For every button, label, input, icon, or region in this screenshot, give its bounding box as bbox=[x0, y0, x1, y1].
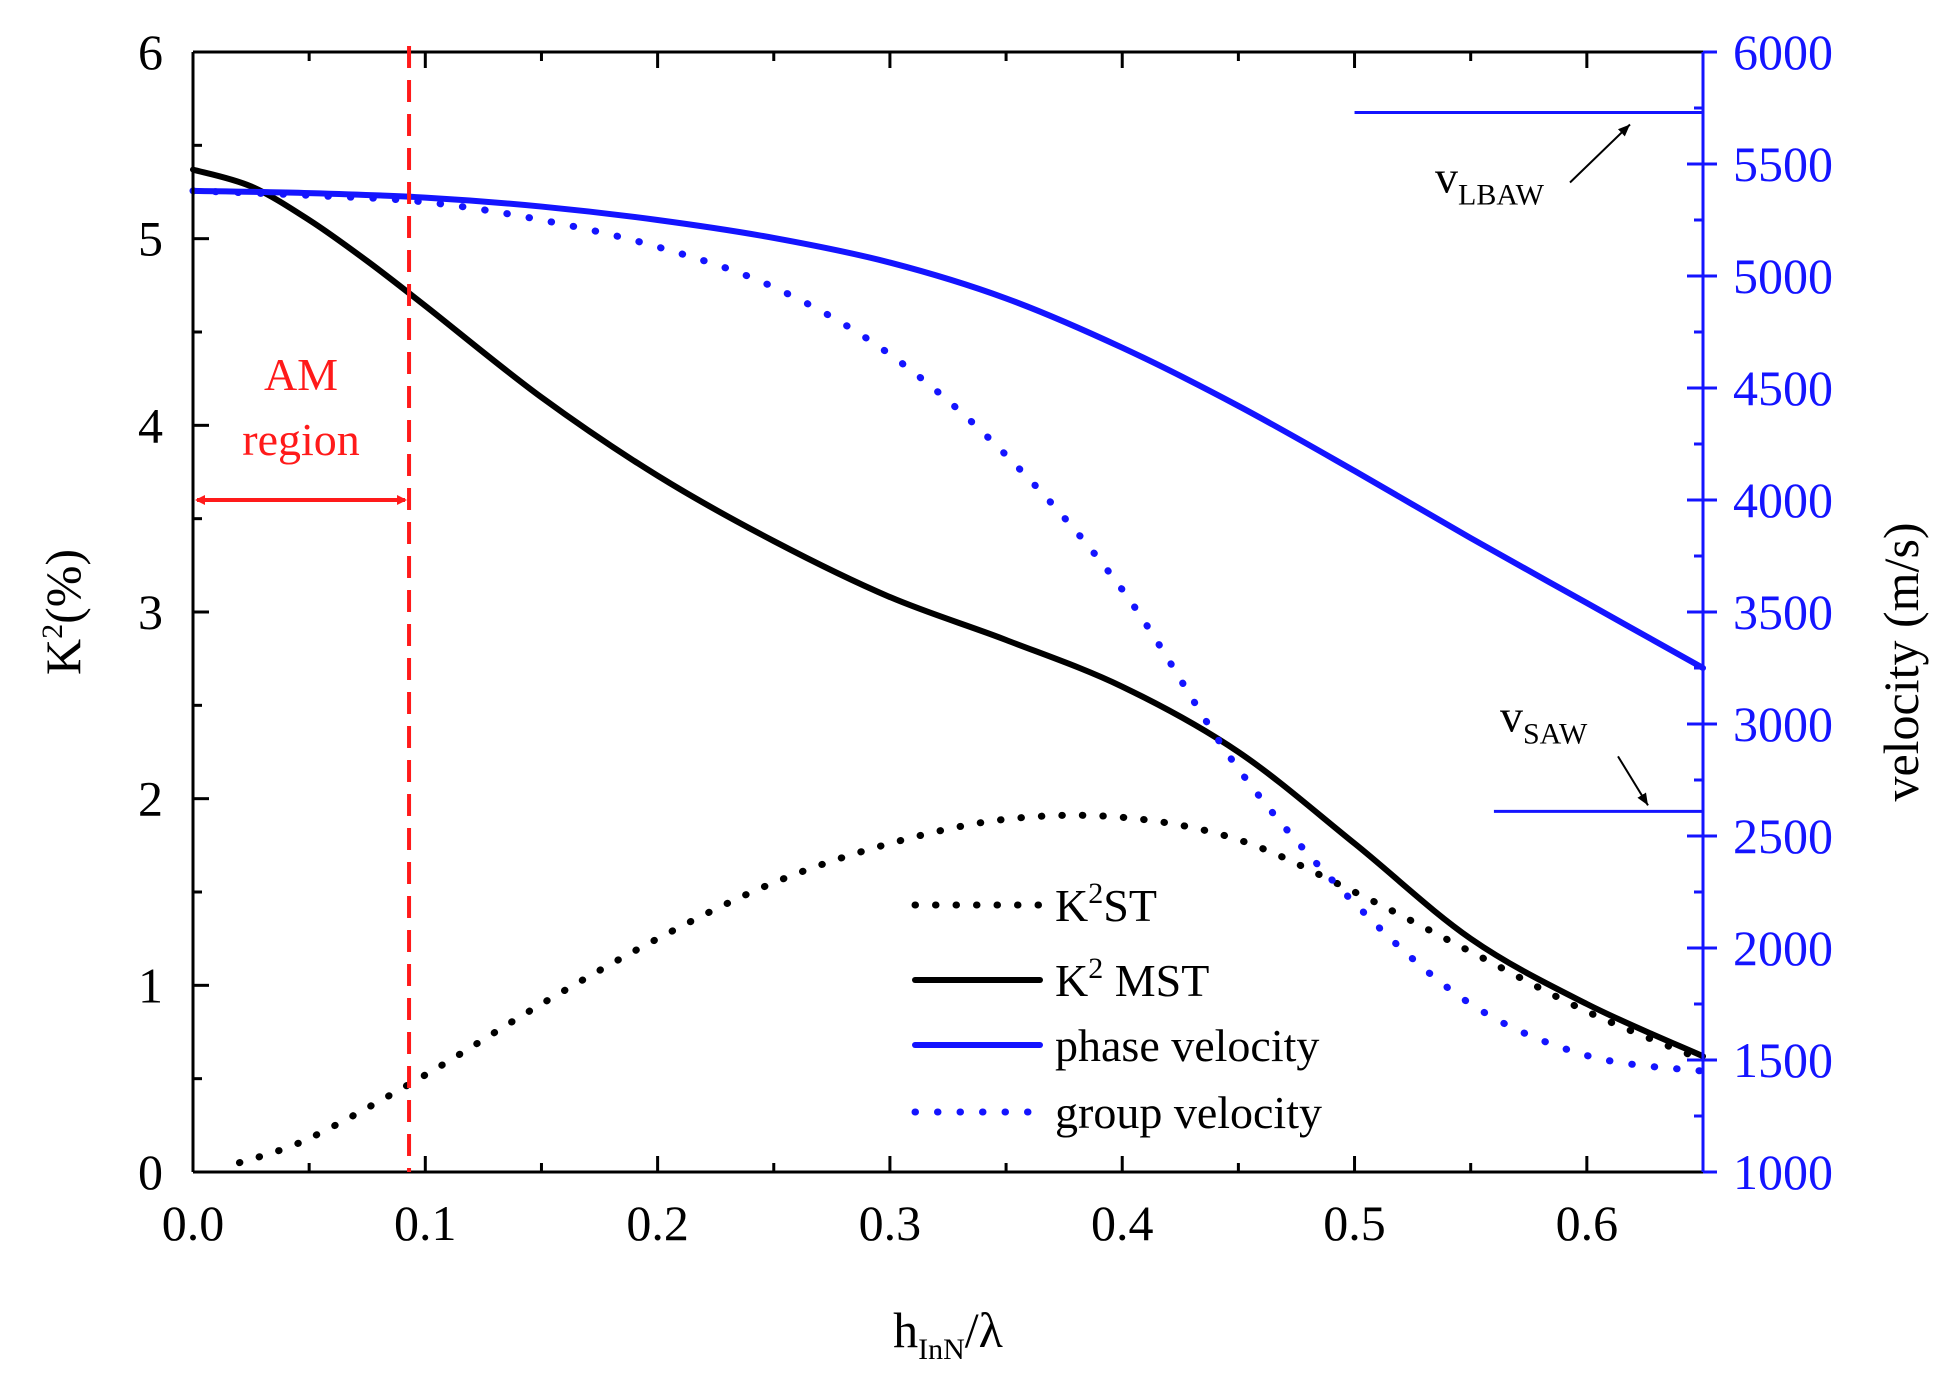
x-axis-title-sub: InN bbox=[918, 1333, 965, 1366]
legend-label-group-velocity: group velocity bbox=[1055, 1087, 1322, 1138]
y-right-tick-label: 4500 bbox=[1733, 360, 1833, 416]
y-right-axis-title: velocity (m/s) bbox=[1873, 522, 1929, 801]
y-left-tick-label: 5 bbox=[138, 211, 163, 267]
v-lbaw-sub: LBAW bbox=[1458, 178, 1545, 211]
y-right-tick-label: 1500 bbox=[1733, 1032, 1833, 1088]
x-tick-label: 0.6 bbox=[1556, 1195, 1619, 1251]
y-left-tick-label: 6 bbox=[138, 24, 163, 80]
legend-k2st-sup: 2 bbox=[1088, 877, 1103, 910]
y-right-tick-label: 5500 bbox=[1733, 136, 1833, 192]
y-right-tick-label: 3000 bbox=[1733, 696, 1833, 752]
v-saw-label: vSAW bbox=[1500, 690, 1588, 750]
v-saw-pointer-arrow bbox=[1617, 755, 1649, 806]
y-left-tick-label: 0 bbox=[138, 1144, 163, 1200]
reference-lines bbox=[1354, 110, 1703, 813]
legend-k2mst-tail: MST bbox=[1103, 955, 1209, 1006]
y-right-tick-label: 3500 bbox=[1733, 584, 1833, 640]
legend-k2mst-main: K bbox=[1055, 955, 1088, 1006]
series-layer bbox=[189, 166, 1707, 1167]
v-lbaw-main: v bbox=[1435, 151, 1458, 202]
x-tick-label: 0.1 bbox=[394, 1195, 457, 1251]
series-line-k2st bbox=[235, 811, 1707, 1167]
y-left-tick-label: 4 bbox=[138, 397, 163, 453]
y-left-title-main: K bbox=[35, 639, 91, 675]
y-left-title-sup: 2 bbox=[36, 624, 69, 639]
x-axis-title: hInN/λ bbox=[893, 1302, 1003, 1366]
y-left-tick-label: 2 bbox=[138, 771, 163, 827]
x-tick-label: 0.5 bbox=[1323, 1195, 1386, 1251]
x-axis-title-main: h bbox=[893, 1302, 918, 1358]
series-line-phase-velocity bbox=[190, 187, 1706, 671]
y-right-tick-label: 6000 bbox=[1733, 24, 1833, 80]
y-right-tick-label: 2500 bbox=[1733, 808, 1833, 864]
y-left-tick-label: 1 bbox=[138, 957, 163, 1013]
y-right-tick-label: 2000 bbox=[1733, 920, 1833, 976]
am-region-label-line1: AM bbox=[264, 349, 338, 400]
v-lbaw-pointer-arrow bbox=[1569, 123, 1631, 184]
legend-k2mst-sup: 2 bbox=[1088, 952, 1103, 985]
legend-label-phase-velocity: phase velocity bbox=[1055, 1020, 1319, 1071]
y-left-tick-label: 3 bbox=[138, 584, 163, 640]
v-saw-sub: SAW bbox=[1523, 717, 1588, 750]
legend-label-k2st: K2ST bbox=[1055, 877, 1157, 931]
legend-k2st-tail: ST bbox=[1103, 880, 1157, 931]
y-right-tick-label: 4000 bbox=[1733, 472, 1833, 528]
x-tick-label: 0.2 bbox=[626, 1195, 689, 1251]
y-right-tick-label: 1000 bbox=[1733, 1144, 1833, 1200]
y-left-axis-title: K2(%) bbox=[35, 549, 91, 675]
x-axis-title-tail: /λ bbox=[965, 1302, 1003, 1358]
y-right-tick-label: 5000 bbox=[1733, 248, 1833, 304]
am-region-label-line2: region bbox=[242, 414, 360, 465]
x-tick-label: 0.4 bbox=[1091, 1195, 1154, 1251]
series-line-k2-mst bbox=[190, 166, 1706, 1060]
axis-ticks: 0.0 0.1 0.2 0.3 0.4 0.5 0.6 0 1 2 3 4 5 6 1000 1500 2000… bbox=[138, 24, 1833, 1251]
legend-label-k2mst: K2 MST bbox=[1055, 952, 1209, 1006]
x-tick-label: 0.3 bbox=[859, 1195, 922, 1251]
legend-k2st-main: K bbox=[1055, 880, 1088, 931]
v-saw-main: v bbox=[1500, 690, 1523, 741]
x-tick-label: 0.0 bbox=[162, 1195, 225, 1251]
v-lbaw-label: vLBAW bbox=[1435, 151, 1545, 211]
y-left-title-tail: (%) bbox=[35, 549, 91, 624]
legend: K2ST K2 MST phase velocity group velocit… bbox=[911, 877, 1322, 1138]
